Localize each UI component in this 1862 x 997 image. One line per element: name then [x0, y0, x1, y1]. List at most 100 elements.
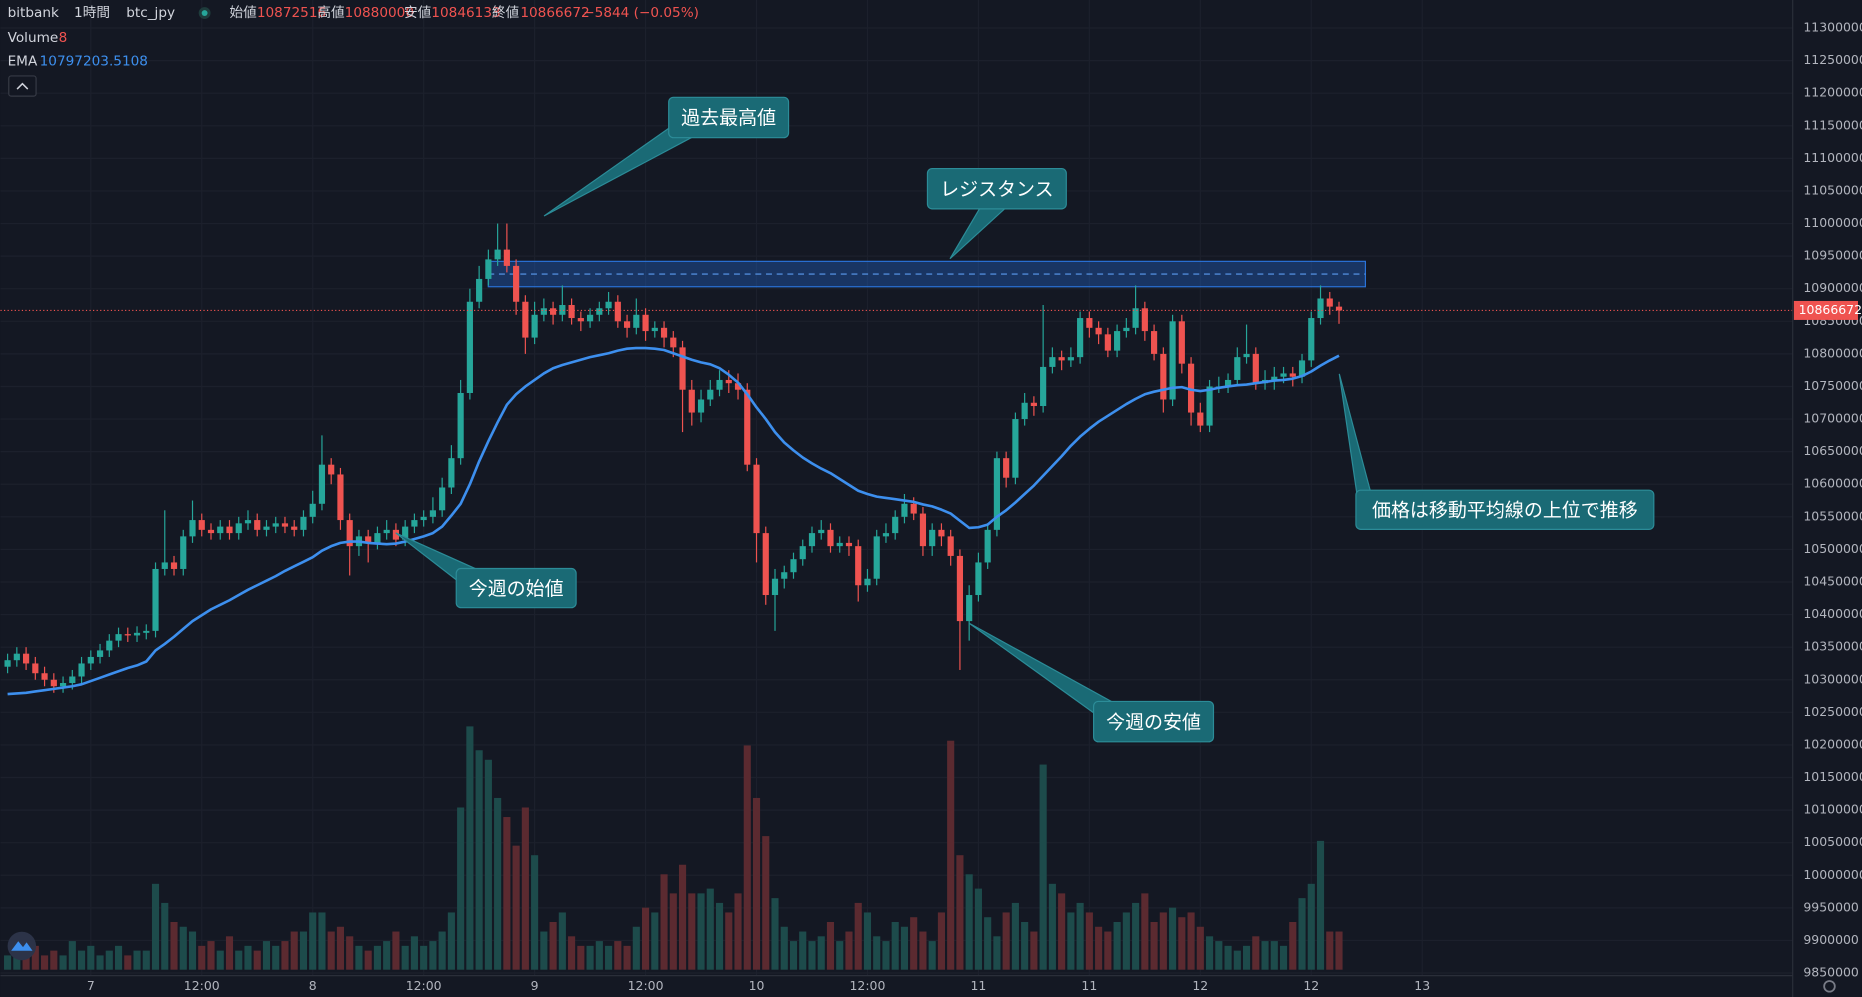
- volume-bar: [346, 936, 354, 970]
- volume-bar: [1270, 941, 1278, 970]
- interval[interactable]: 1時間: [74, 5, 110, 21]
- volume-bar: [41, 955, 49, 970]
- volume-bar: [457, 807, 465, 970]
- volume-bar: [1141, 893, 1149, 970]
- callout-text: 過去最高値: [681, 107, 776, 129]
- candle-body: [1058, 357, 1065, 361]
- candle-body: [235, 523, 242, 534]
- zone-layer: [487, 260, 1367, 288]
- candle-body: [244, 520, 252, 524]
- y-tick-label: 11050000: [1803, 182, 1862, 197]
- volume-bar: [170, 921, 178, 970]
- volume-bar: [1085, 912, 1093, 970]
- volume-bar: [1233, 950, 1241, 970]
- volume-bar: [1178, 917, 1186, 970]
- ema-label: EMA: [8, 54, 38, 70]
- x-tick-label: 12: [1303, 978, 1319, 993]
- candle-body: [1086, 318, 1093, 328]
- low-label: 安値: [404, 5, 432, 21]
- settings[interactable]: [1823, 980, 1836, 993]
- volume-bar: [586, 945, 594, 970]
- candle-body: [429, 510, 436, 517]
- candle-body: [1030, 402, 1037, 407]
- volume-bar: [540, 931, 548, 970]
- candle-body: [32, 663, 39, 674]
- volume-bar: [882, 941, 890, 970]
- volume-bar: [161, 902, 169, 970]
- volume-bar: [59, 955, 67, 970]
- candle-body: [115, 634, 122, 641]
- candle-body: [660, 327, 668, 338]
- y-tick-label: 10350000: [1803, 639, 1862, 654]
- candle-body: [1049, 357, 1056, 367]
- volume-bar: [1104, 931, 1112, 970]
- y-tick-label: 10250000: [1803, 704, 1862, 719]
- candle-body: [633, 314, 640, 328]
- candle-body: [503, 249, 510, 266]
- candle-body: [1021, 402, 1028, 420]
- volume-bar: [725, 912, 733, 970]
- volume-bar: [373, 945, 381, 970]
- candle-body: [78, 663, 85, 677]
- candle-body: [152, 568, 159, 631]
- last-price-box: [1793, 300, 1858, 320]
- pair[interactable]: btc_jpy: [126, 5, 175, 21]
- volume-bar: [336, 926, 345, 970]
- volume-bar: [77, 950, 86, 970]
- x-tick-label: 8: [309, 978, 317, 993]
- volume-bar: [1289, 921, 1297, 970]
- volume-bar: [494, 797, 502, 970]
- x-tick-label: 11: [1081, 978, 1097, 993]
- change-value: −5844 (−0.05%): [583, 5, 699, 21]
- volume-bar: [558, 912, 566, 970]
- volume-bar: [31, 945, 39, 970]
- candle-body: [956, 555, 964, 622]
- broker: bitbank: [8, 5, 59, 21]
- volume-bar: [401, 945, 409, 970]
- candle-body: [272, 523, 279, 527]
- volume-bar: [873, 936, 881, 970]
- volume-bar: [1252, 936, 1260, 970]
- volume-bar: [789, 941, 798, 970]
- candle-body: [734, 383, 742, 390]
- x-tick-label: 9: [531, 978, 539, 993]
- collapse-button[interactable]: [8, 75, 37, 97]
- candle-body: [781, 572, 788, 579]
- candle-body: [1114, 331, 1121, 351]
- volume-bar: [1039, 764, 1047, 970]
- volume-bar: [1224, 945, 1232, 970]
- volume-bar: [1326, 931, 1334, 970]
- y-tick-label: 10000000: [1803, 867, 1862, 882]
- candle-body: [642, 314, 649, 332]
- candle-layer: [4, 223, 1343, 693]
- candle-body: [586, 314, 594, 322]
- x-tick-label: 13: [1414, 978, 1430, 993]
- volume-bar: [198, 945, 206, 970]
- y-tick-label: 11200000: [1803, 85, 1862, 100]
- volume-bar: [87, 945, 95, 970]
- volume-bar: [752, 797, 761, 970]
- candle-body: [568, 305, 575, 319]
- candle-body: [346, 520, 353, 547]
- volume-bar: [984, 917, 992, 970]
- volume-bar: [678, 864, 687, 970]
- logo[interactable]: [7, 931, 37, 961]
- candle-body: [938, 529, 945, 537]
- candle-body: [762, 533, 769, 596]
- volume-bar: [1002, 912, 1010, 970]
- candle-body: [383, 529, 390, 534]
- candle-body: [855, 546, 862, 586]
- volume-bar: [1242, 945, 1251, 970]
- candle-body: [1187, 363, 1195, 413]
- volume-bar: [114, 945, 123, 970]
- volume-bar: [383, 941, 391, 970]
- candle-body: [522, 301, 529, 338]
- volume-bar: [1122, 912, 1130, 970]
- candle-body: [975, 562, 982, 596]
- candle-body: [300, 516, 307, 530]
- y-tick-label: 9850000: [1803, 965, 1859, 980]
- volume-bar: [845, 931, 853, 970]
- candle-body: [1132, 308, 1139, 328]
